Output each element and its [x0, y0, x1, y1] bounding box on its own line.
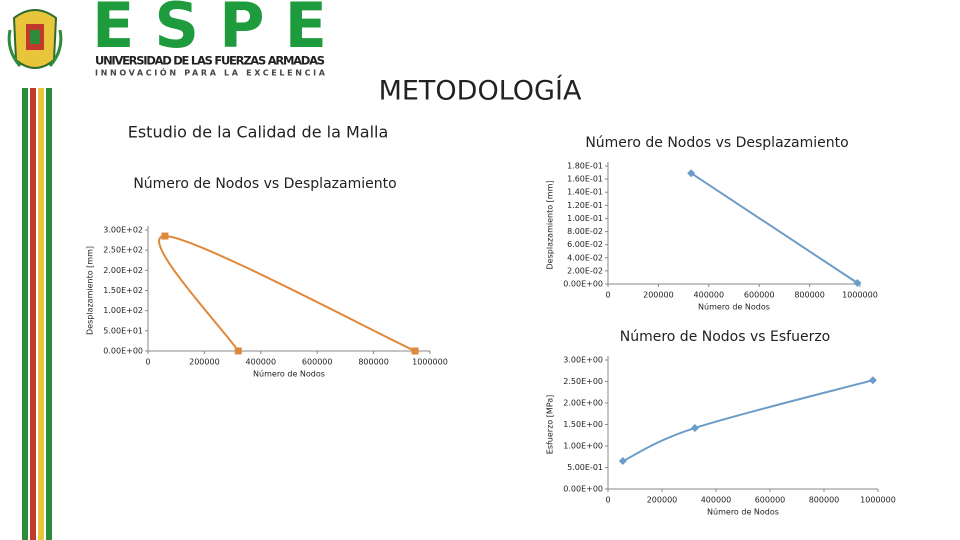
y-tick-label: 1.50E+02 [103, 286, 143, 295]
chart-title: Número de Nodos vs Esfuerzo [620, 329, 831, 345]
y-tick-label: 0.00E+00 [563, 485, 603, 494]
motto: INNOVACIÓN PARA LA EXCELENCIA [95, 67, 326, 78]
y-tick-label: 1.00E-01 [567, 214, 603, 223]
y-axis-label: Esfuerzo [MPa] [546, 395, 555, 454]
crest [7, 9, 63, 69]
y-tick-label: 1.60E-01 [567, 175, 603, 184]
x-tick-label: 400000 [246, 358, 277, 367]
x-axis-label: Número de Nodos [253, 370, 325, 379]
y-tick-label: 1.80E-01 [567, 162, 603, 171]
x-tick-label: 800000 [794, 291, 825, 300]
slide-subtitle: Estudio de la Calidad de la Malla [128, 123, 389, 142]
y-tick-label: 8.00E-02 [567, 227, 603, 236]
x-axis-label: Número de Nodos [698, 303, 770, 312]
y-tick-label: 2.00E+02 [103, 266, 143, 275]
series-line [690, 172, 859, 284]
y-axis-label: Desplazamiento [mm] [546, 181, 555, 270]
x-tick-label: 600000 [755, 496, 786, 505]
marker [868, 376, 877, 385]
x-tick-label: 400000 [701, 496, 732, 505]
y-tick-label: 4.00E-02 [567, 253, 603, 262]
y-tick-label: 5.00E+01 [103, 326, 143, 335]
y-tick-label: 2.50E+02 [103, 246, 143, 255]
stripe [30, 88, 36, 540]
x-tick-label: 200000 [189, 358, 220, 367]
y-tick-label: 1.00E+02 [103, 306, 143, 315]
y-tick-label: 3.00E+00 [563, 356, 603, 365]
slide-title: METODOLOGÍA [379, 75, 582, 107]
x-tick-label: 200000 [647, 496, 678, 505]
marker [853, 279, 862, 288]
y-tick-label: 1.50E+00 [563, 420, 603, 429]
y-tick-label: 0.00E+00 [563, 280, 603, 289]
y-tick-label: 2.00E+00 [563, 399, 603, 408]
chart-title: Número de Nodos vs Desplazamiento [133, 176, 396, 192]
x-tick-label: 800000 [809, 496, 840, 505]
y-tick-label: 5.00E-01 [567, 463, 603, 472]
y-tick-label: 2.50E+00 [563, 377, 603, 386]
y-tick-label: 6.00E-02 [567, 240, 603, 249]
y-tick-label: 1.20E-01 [567, 201, 603, 210]
x-tick-label: 400000 [694, 291, 725, 300]
marker [411, 347, 419, 355]
x-tick-label: 1000000 [842, 291, 878, 300]
x-tick-label: 0 [605, 496, 610, 505]
x-tick-label: 800000 [358, 358, 389, 367]
x-tick-label: 0 [145, 358, 150, 367]
x-axis-label: Número de Nodos [707, 508, 779, 517]
x-tick-label: 1000000 [412, 358, 448, 367]
stripe [46, 88, 52, 540]
x-tick-label: 600000 [302, 358, 333, 367]
y-axis-label: Desplazamiento [mm] [86, 246, 95, 335]
x-tick-label: 1000000 [860, 496, 896, 505]
stripe [38, 88, 44, 540]
marker [687, 169, 696, 178]
marker [161, 232, 169, 240]
x-tick-label: 200000 [643, 291, 674, 300]
y-tick-label: 0.00E+00 [103, 347, 143, 356]
y-tick-label: 1.00E+00 [563, 442, 603, 451]
x-tick-label: 600000 [744, 291, 775, 300]
chart-title: Número de Nodos vs Desplazamiento [585, 135, 848, 151]
y-tick-label: 1.40E-01 [567, 188, 603, 197]
stripe [22, 88, 28, 540]
university: UNIVERSIDAD DE LAS FUERZAS ARMADAS [95, 54, 325, 68]
marker [690, 423, 699, 432]
marker [618, 457, 627, 466]
y-tick-label: 3.00E+02 [103, 226, 143, 235]
x-tick-label: 0 [605, 291, 610, 300]
y-tick-label: 2.00E-02 [567, 266, 603, 275]
series-line [622, 379, 874, 462]
marker [234, 347, 242, 355]
